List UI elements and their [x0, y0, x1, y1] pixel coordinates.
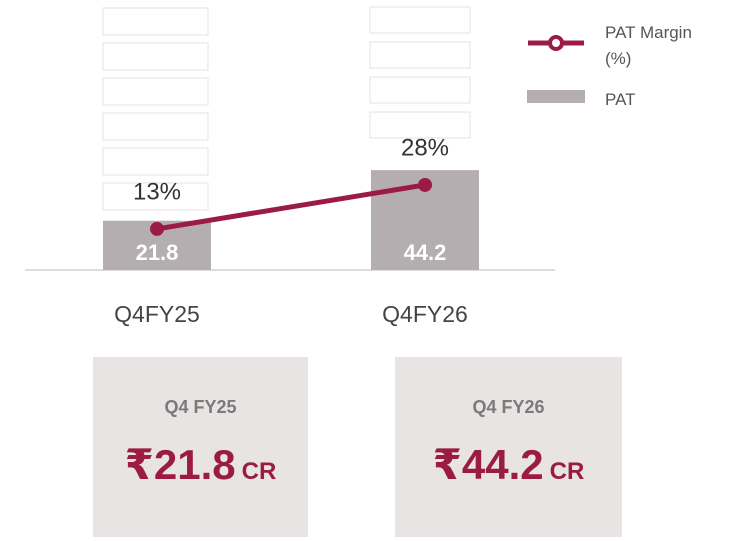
- card-amount: ₹21.8 CR: [93, 440, 308, 489]
- data-label: 13%: [133, 178, 181, 205]
- legend-label: PAT: [605, 90, 636, 109]
- card: Q4 FY26 ₹44.2 CR: [395, 357, 622, 537]
- amount: ₹44.2: [432, 441, 544, 488]
- unit: CR: [549, 458, 585, 485]
- bar-label: 44.2: [404, 240, 447, 265]
- amount: ₹21.8: [124, 441, 236, 488]
- unit: CR: [241, 458, 277, 485]
- data-label: 28%: [401, 134, 449, 161]
- legend-swatch: [527, 90, 585, 103]
- card-label: Q4 FY25: [164, 397, 237, 417]
- line: [156, 182, 426, 232]
- x-tick-label: Q4FY26: [382, 301, 468, 327]
- legend-label: PAT Margin (%): [605, 23, 692, 68]
- card: Q4 FY25 ₹21.8 CR: [93, 357, 308, 537]
- card-label: Q4 FY26: [472, 397, 545, 417]
- x-tick-label: Q4FY25: [114, 301, 200, 327]
- bar-label: 21.8: [136, 240, 179, 265]
- legend-marker: [548, 35, 564, 51]
- card-amount: ₹44.2 CR: [395, 440, 622, 489]
- placeholder-boxes: [102, 6, 471, 211]
- marker: [418, 177, 432, 192]
- marker: [150, 221, 164, 236]
